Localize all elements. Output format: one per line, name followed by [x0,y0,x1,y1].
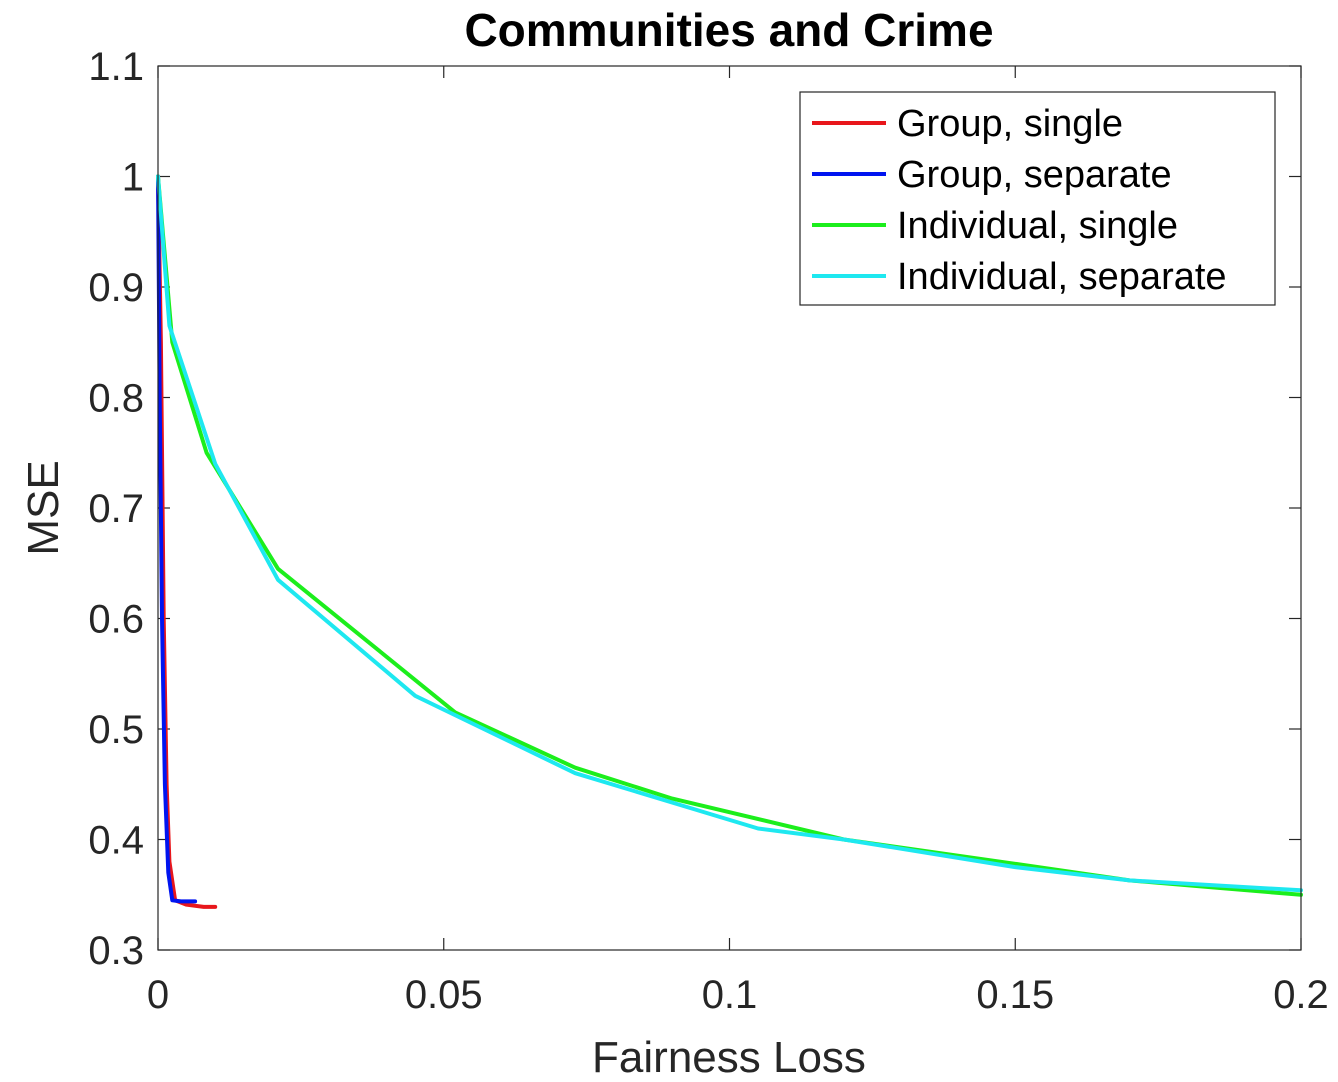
y-tick-label: 0.4 [88,819,144,863]
y-tick-label: 0.6 [88,598,144,642]
legend-label-individual-single: Individual, single [897,205,1178,247]
y-tick-label: 0.7 [88,487,144,531]
x-tick-label: 0.2 [1273,973,1329,1017]
series-lines [156,174,1303,909]
y-tick-label: 0.9 [88,266,144,310]
legend: Group, single Group, separate Individual, … [799,91,1276,306]
x-tick-label: 0 [147,973,169,1017]
series-line-group-separate [156,174,198,904]
chart-title: Communities and Crime [464,4,993,56]
x-tick-label: 0.15 [976,973,1054,1017]
legend-label-group-single: Group, single [897,103,1123,145]
y-tick-label: 0.3 [88,929,144,973]
x-tick-label: 0.05 [405,973,483,1017]
y-tick-label: 1 [122,156,144,200]
plot-frame [157,65,1302,951]
legend-box [799,91,1276,306]
legend-label-group-separate: Group, separate [897,154,1172,196]
axis-ticks: 0 0.05 0.1 0.15 0.2 0.3 0.4 0.5 0.6 0.7 0.8 0.9 1 1.1 [88,45,1328,1017]
legend-label-individual-separate: Individual, separate [897,256,1227,298]
x-axis-label: Fairness Loss [592,1033,866,1082]
x-tick-label: 0.1 [702,973,758,1017]
y-tick-label: 1.1 [88,45,144,89]
y-tick-label: 0.5 [88,708,144,752]
y-tick-label: 0.8 [88,377,144,421]
series-line-individual-single [156,174,1303,897]
y-axis-label: MSE [19,460,68,555]
series-line-individual-separate [156,174,1303,893]
